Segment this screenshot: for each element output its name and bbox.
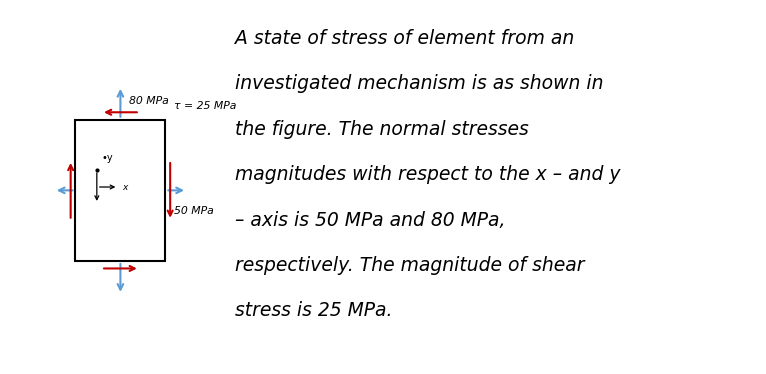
- Text: A state of stress of element from an: A state of stress of element from an: [235, 29, 574, 48]
- Text: 50 MPa: 50 MPa: [174, 206, 214, 215]
- Text: •y: •y: [101, 153, 113, 163]
- Text: the figure. The normal stresses: the figure. The normal stresses: [235, 120, 529, 139]
- Text: stress is 25 MPa.: stress is 25 MPa.: [235, 301, 392, 321]
- Text: respectively. The magnitude of shear: respectively. The magnitude of shear: [235, 256, 584, 275]
- Text: magnitudes with respect to the x – and y: magnitudes with respect to the x – and y: [235, 165, 620, 184]
- Text: – axis is 50 MPa and 80 MPa,: – axis is 50 MPa and 80 MPa,: [235, 211, 506, 230]
- Bar: [75, 120, 165, 261]
- Text: investigated mechanism is as shown in: investigated mechanism is as shown in: [235, 74, 604, 93]
- Text: x: x: [123, 183, 128, 191]
- Text: 80 MPa: 80 MPa: [129, 96, 169, 106]
- Text: τ = 25 MPa: τ = 25 MPa: [174, 101, 237, 111]
